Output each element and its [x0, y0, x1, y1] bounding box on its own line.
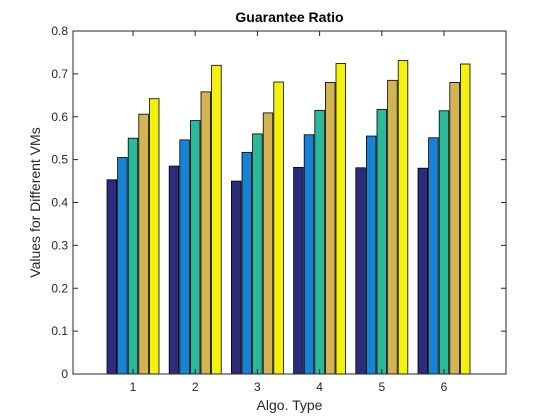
- bar-cat4-series1: [293, 166, 304, 375]
- y-axis-label: Values for Different VMs: [27, 127, 43, 277]
- x-tick-label: 5: [378, 380, 385, 394]
- bar-cat2-series5: [211, 64, 222, 375]
- bar-cat5-series2: [365, 135, 377, 375]
- bar-cat5-series3: [376, 109, 388, 375]
- x-axis-label: Algo. Type: [257, 397, 323, 413]
- bar-cat4-series2: [303, 134, 315, 375]
- bar-cat2-series2: [179, 139, 190, 375]
- bar-cat3-series2: [241, 151, 253, 375]
- y-tick-label: 0.4: [51, 196, 68, 210]
- bar-cat6-series3: [438, 110, 450, 375]
- bar-cat1-series3: [127, 137, 139, 375]
- y-tick-label: 0.3: [51, 238, 68, 252]
- bar-cat2-series4: [200, 91, 212, 375]
- y-tick-label: 0.7: [51, 67, 68, 81]
- bars-layer: [106, 60, 471, 375]
- bar-cat3-series3: [252, 133, 263, 375]
- bar-cat3-series1: [230, 180, 242, 375]
- bar-cat1-series2: [117, 157, 128, 375]
- bar-cat5-series5: [397, 60, 409, 375]
- x-tick-label: 6: [441, 380, 448, 394]
- axes-layer: 0 0.1 0.2 0.3 0.4 0.5 0.6 0.7 0.8 1 2 3 4 5 6: [51, 24, 507, 394]
- y-tick-label: 0.5: [51, 153, 68, 167]
- bar-cat4-series5: [335, 63, 347, 375]
- bar-cat3-series4: [262, 112, 274, 375]
- x-tick-label: 4: [316, 380, 323, 394]
- plot-frame: [72, 30, 507, 375]
- bar-cat2-series1: [168, 165, 180, 375]
- bar-cat2-series3: [189, 120, 201, 375]
- x-tick-label: 2: [192, 380, 199, 394]
- bar-cat5-series4: [387, 79, 398, 375]
- y-tick-label: 0: [61, 367, 68, 381]
- bar-cat6-series2: [428, 137, 439, 375]
- bar-cat4-series3: [314, 109, 325, 375]
- y-tick-label: 0.8: [51, 24, 68, 38]
- bar-cat4-series4: [324, 82, 336, 375]
- bar-cat5-series1: [355, 167, 366, 375]
- y-tick-label: 0.1: [51, 324, 68, 338]
- bar-cat6-series1: [417, 167, 429, 375]
- y-tick-label: 0.6: [51, 110, 68, 124]
- bar-cat6-series4: [449, 82, 460, 375]
- bar-cat1-series1: [106, 179, 118, 375]
- x-tick-label: 1: [130, 380, 137, 394]
- chart-title: Guarantee Ratio: [235, 9, 343, 25]
- x-tick-label: 3: [254, 380, 261, 394]
- bar-cat6-series5: [459, 63, 471, 375]
- y-tick-label: 0.2: [51, 281, 68, 295]
- bar-cat1-series4: [138, 113, 149, 375]
- bar-cat3-series5: [273, 81, 284, 375]
- bar-cat1-series5: [148, 98, 160, 375]
